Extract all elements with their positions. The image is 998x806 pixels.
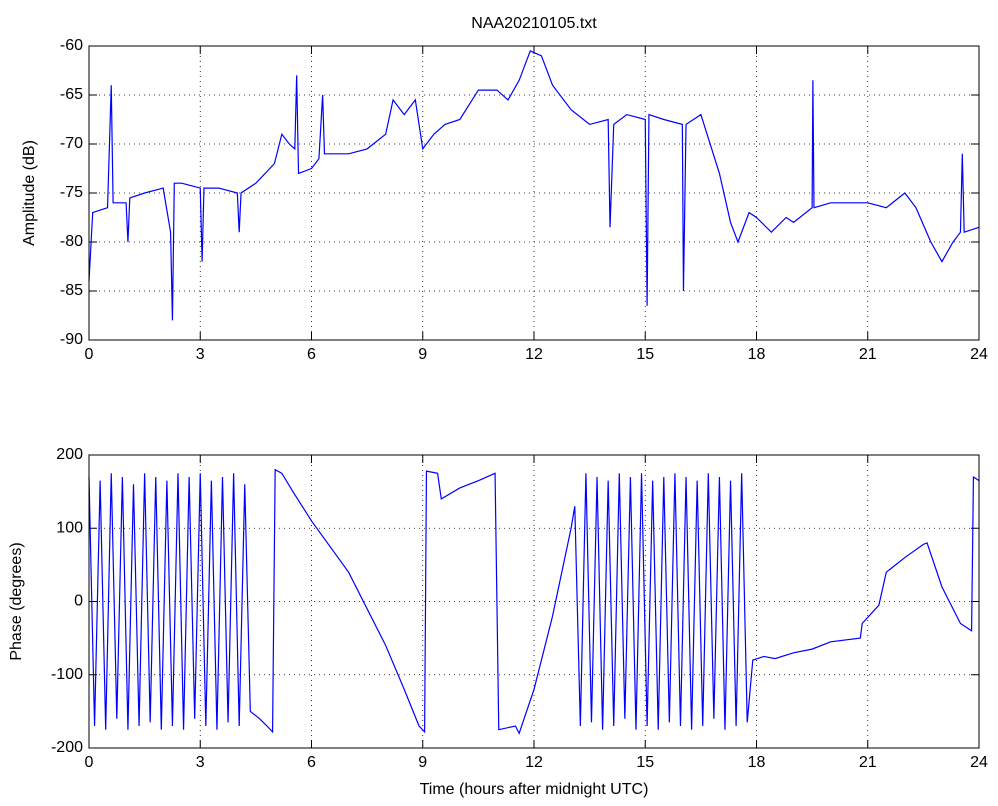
y-tick-label: 200 (56, 446, 83, 463)
y-tick-label: -70 (60, 135, 83, 152)
x-tick-label: 15 (636, 754, 654, 771)
axes-frame (88, 45, 980, 341)
y-tick-label: -90 (60, 331, 83, 348)
x-tick-label: 6 (307, 346, 316, 363)
x-tick-label: 12 (525, 346, 543, 363)
chart-title: NAA20210105.txt (471, 15, 597, 32)
data-line (88, 468, 980, 735)
x-tick-label: 21 (859, 754, 877, 771)
x-axis-label: Time (hours after midnight UTC) (420, 781, 649, 798)
x-tick-label: 12 (525, 754, 543, 771)
x-tick-label: 0 (85, 346, 94, 363)
x-tick-label: 24 (970, 754, 988, 771)
y-tick-label: 100 (56, 519, 83, 536)
x-tick-label: 6 (307, 754, 316, 771)
x-tick-label: 21 (859, 346, 877, 363)
y-tick-label: -100 (51, 666, 83, 683)
y-tick-label: -80 (60, 233, 83, 250)
y-axis-label: Amplitude (dB) (21, 140, 38, 246)
x-tick-label: 9 (418, 346, 427, 363)
y-tick-label: -200 (51, 739, 83, 756)
x-tick-label: 3 (196, 754, 205, 771)
x-tick-label: 18 (748, 346, 766, 363)
y-tick-label: 0 (74, 593, 83, 610)
x-tick-label: 24 (970, 346, 988, 363)
y-tick-label: -85 (60, 282, 83, 299)
x-tick-label: 9 (418, 754, 427, 771)
y-tick-label: -75 (60, 184, 83, 201)
data-line (88, 50, 980, 321)
y-tick-label: -60 (60, 37, 83, 54)
x-tick-label: 3 (196, 346, 205, 363)
y-tick-label: -65 (60, 86, 83, 103)
x-tick-label: 18 (748, 754, 766, 771)
x-tick-label: 15 (636, 346, 654, 363)
axes-frame (88, 454, 980, 749)
x-tick-label: 0 (85, 754, 94, 771)
y-axis-label: Phase (degrees) (8, 542, 25, 660)
